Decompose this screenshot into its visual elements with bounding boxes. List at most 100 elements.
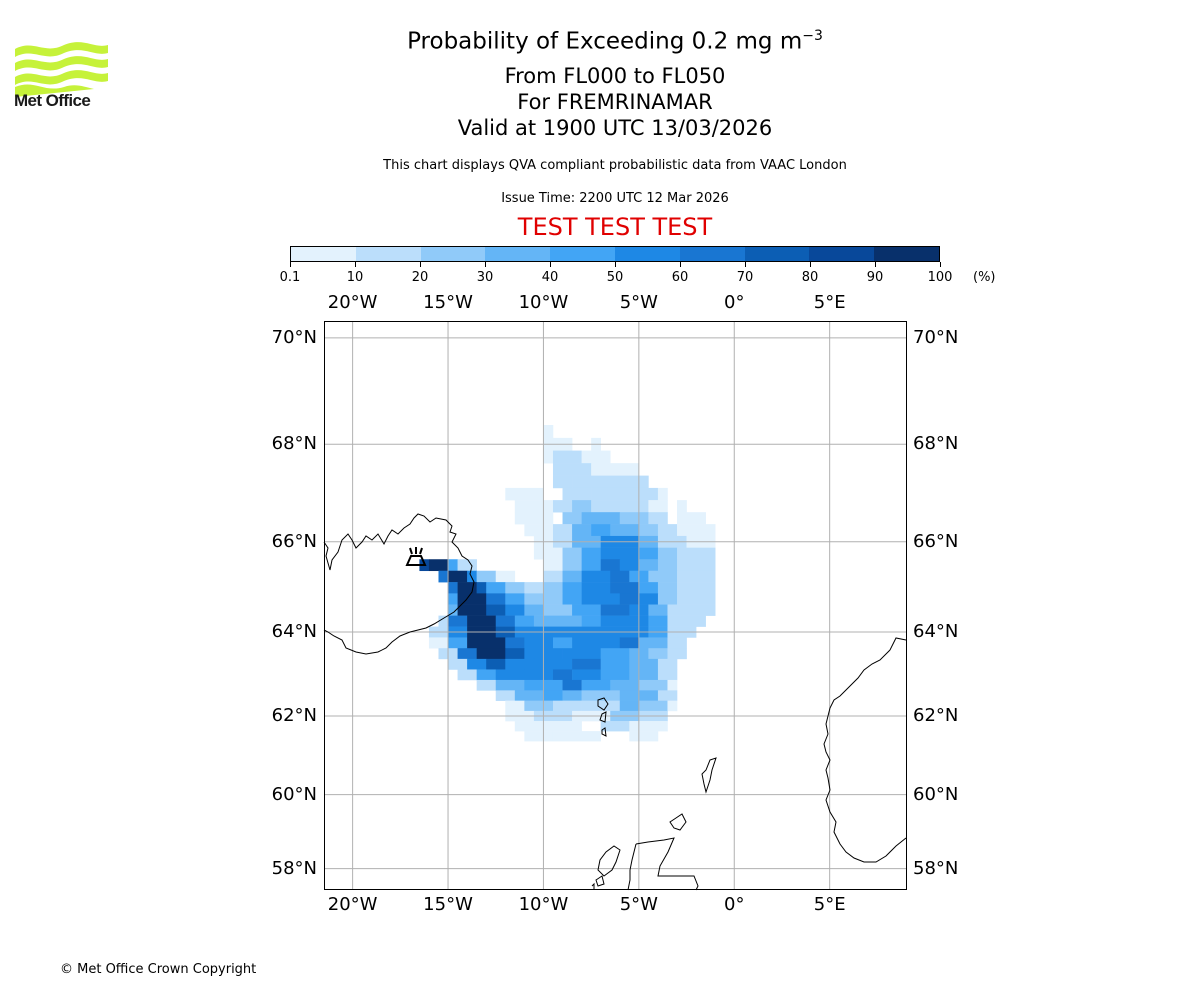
plume-cell — [448, 570, 468, 583]
plume-cell — [562, 570, 582, 583]
plume-cell — [505, 593, 525, 605]
coastline-norway — [823, 637, 907, 863]
plume-cell — [543, 593, 563, 605]
plume-cell — [677, 582, 716, 594]
colorbar-bin — [355, 247, 421, 261]
plume-cell — [505, 648, 525, 660]
plume-cell — [524, 582, 544, 594]
plume-cell — [457, 582, 477, 594]
plume-cell — [638, 559, 659, 572]
plume-cell — [591, 463, 640, 476]
plume-cell — [505, 637, 525, 649]
plume-cell — [514, 615, 535, 627]
plume-cell — [629, 731, 659, 742]
colorbar-bin — [809, 247, 875, 261]
latitude-label-left: 62°N — [271, 704, 317, 726]
plume-cell — [505, 700, 525, 712]
plume-cell — [495, 690, 516, 701]
plume-cell — [677, 559, 716, 572]
plume-cell — [581, 582, 611, 594]
plume-cell — [467, 570, 477, 583]
colorbar-unit: (%) — [973, 270, 996, 285]
plume-cell — [505, 582, 525, 594]
plume-cell — [457, 559, 477, 572]
plume-cell — [524, 700, 554, 712]
longitude-label-top: 5°E — [813, 292, 846, 313]
plume-cell — [552, 731, 601, 742]
plume-cell — [514, 690, 544, 701]
plume-cell — [486, 604, 506, 616]
plume-cell — [581, 615, 601, 627]
longitude-label-bottom: 0° — [724, 894, 745, 915]
plume-cell — [572, 669, 601, 681]
plume-cell — [667, 604, 716, 616]
colorbar-tick — [354, 262, 356, 267]
plume-cell — [667, 679, 678, 691]
plume-cell — [476, 648, 506, 660]
plume-cell — [524, 669, 554, 681]
plume-cell — [677, 570, 716, 583]
colorbar-tick — [939, 262, 941, 267]
plume-cell — [600, 604, 630, 616]
plume-cell — [657, 487, 668, 501]
colorbar-tick — [874, 262, 876, 267]
latitude-label-left: 66°N — [271, 530, 317, 552]
latitude-label-left: 68°N — [271, 433, 317, 455]
colorbar-tick — [549, 262, 551, 267]
plume-cell — [581, 593, 621, 605]
plume-cell — [648, 570, 678, 583]
plume-cell — [638, 547, 659, 560]
plume-cell — [524, 524, 554, 537]
plume-cell — [448, 604, 458, 616]
volcano-name: For FREMRINAMAR — [517, 90, 713, 114]
plume-cell — [572, 604, 601, 616]
latitude-label-right: 60°N — [913, 783, 959, 805]
colorbar-tick-label: 70 — [736, 270, 754, 285]
plume-cell — [552, 500, 573, 513]
plume-cell — [648, 512, 668, 525]
plume-cell — [524, 637, 554, 649]
plume-cell — [648, 500, 668, 513]
chart-description: This chart displays QVA compliant probab… — [383, 158, 847, 173]
plume-cell — [677, 547, 716, 560]
plume-cell — [562, 512, 582, 525]
test-banner: TEST TEST TEST — [517, 213, 713, 241]
plume-cell — [572, 500, 592, 513]
graticule — [324, 321, 906, 890]
latitude-label-left: 64°N — [271, 621, 317, 642]
plume-cell — [552, 475, 573, 489]
colorbar-tick — [419, 262, 421, 267]
longitude-label-top: 20°W — [327, 292, 378, 313]
plume-cell — [591, 500, 649, 513]
plume-cell — [600, 615, 649, 627]
plume-cell — [543, 425, 554, 439]
plume-cell — [543, 450, 554, 464]
plume-cell — [677, 512, 706, 525]
plume-cell — [562, 679, 582, 691]
plume-cell — [667, 700, 678, 712]
colorbar-tick-label: 80 — [801, 270, 819, 285]
plume-cell — [610, 570, 630, 583]
plume-cell — [543, 721, 582, 732]
longitude-label-top: 10°W — [518, 292, 569, 313]
plume-cell — [629, 721, 668, 732]
plume-cell — [610, 679, 640, 691]
plume-cell — [543, 690, 563, 701]
colorbar-tick — [744, 262, 746, 267]
coastline-faroe — [597, 697, 609, 737]
plume-cell — [562, 487, 592, 501]
plume-cell — [505, 604, 525, 616]
plume-cell — [572, 637, 621, 649]
plume-cell — [657, 582, 678, 594]
colorbar-tick-label: 50 — [606, 270, 624, 285]
plume-cell — [533, 658, 573, 670]
map-frame — [324, 321, 907, 890]
plume-cell — [629, 658, 659, 670]
issue-time: Issue Time: 2200 UTC 12 Mar 2026 — [501, 191, 729, 206]
plume-cell — [581, 547, 601, 560]
plume-cell — [467, 658, 487, 670]
plume-cell — [552, 700, 582, 712]
plume-cell — [552, 450, 582, 464]
coastlines — [323, 513, 907, 891]
coastline-iceland — [323, 513, 475, 655]
